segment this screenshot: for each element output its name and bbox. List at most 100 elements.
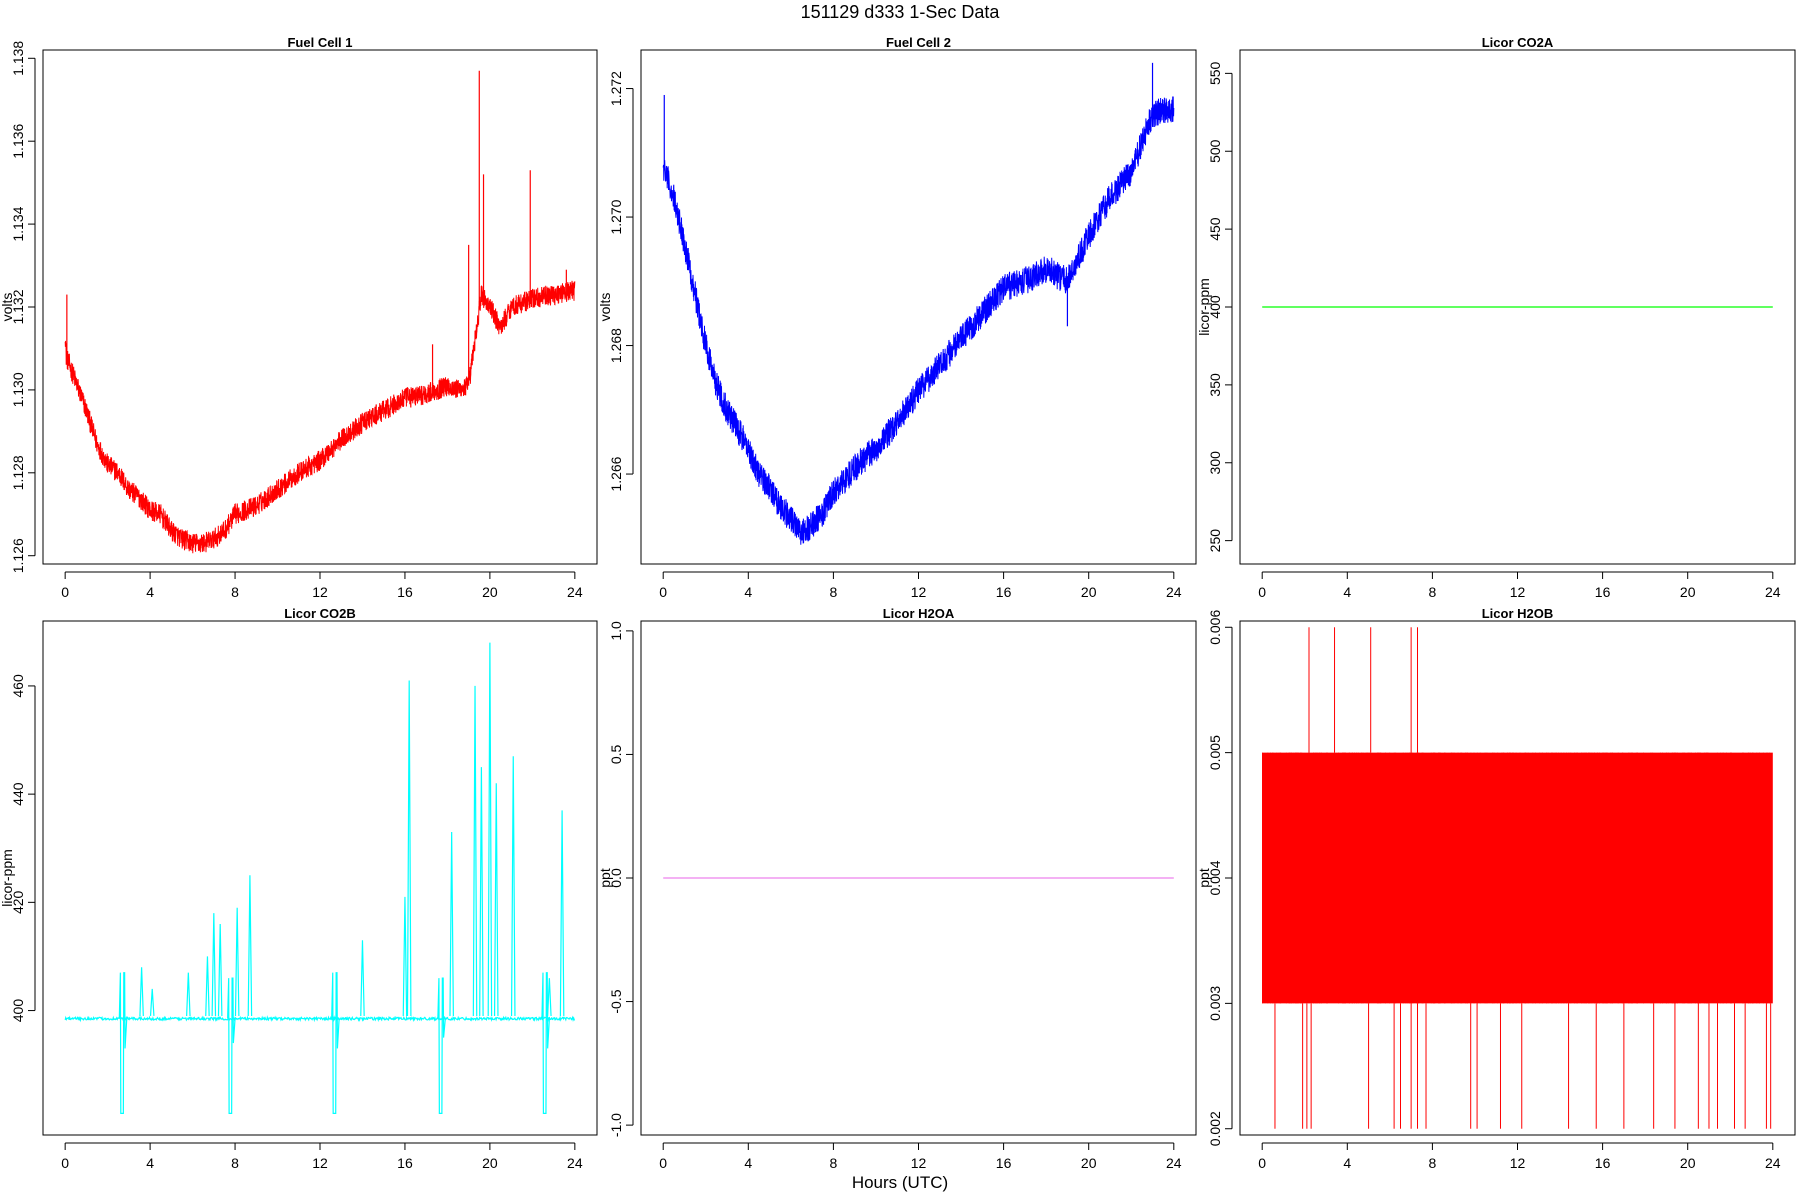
y-tick-label: 440 (10, 782, 26, 806)
x-axis: 0 4 8 12 16 20 24 (1258, 571, 1781, 600)
y-axis-label: volts (597, 293, 613, 322)
x-tick-label: 12 (1510, 584, 1526, 600)
chart-panel: Licor CO2A 0 4 8 12 16 20 24 250 300 350 400 450 500 5… (1196, 35, 1796, 600)
x-tick-label: 16 (1595, 584, 1611, 600)
x-tick-label: 8 (231, 1155, 239, 1171)
chart-panel: Licor CO2B 0 4 8 12 16 20 24 400 420 440 460 licor-p… (0, 606, 598, 1171)
x-tick-label: 0 (1258, 584, 1266, 600)
y-tick-label: 450 (1207, 217, 1223, 241)
y-tick-label: 1.126 (10, 538, 26, 573)
x-tick-label: 16 (996, 584, 1012, 600)
y-tick-label: 420 (10, 890, 26, 914)
x-tick-label: 4 (744, 584, 752, 600)
x-tick-label: 16 (996, 1155, 1012, 1171)
data-series (64, 642, 576, 1114)
data-spike (149, 988, 155, 1017)
x-axis-title: Hours (UTC) (852, 1173, 948, 1192)
data-dip (437, 977, 446, 1114)
x-axis: 0 4 8 12 16 20 24 (1258, 1142, 1781, 1171)
y-tick-label: 250 (1207, 529, 1223, 553)
data-spike (449, 832, 454, 1016)
data-spike (217, 923, 223, 1016)
x-tick-label: 0 (61, 584, 69, 600)
data-spike (510, 756, 516, 1016)
x-tick-label: 16 (397, 1155, 413, 1171)
y-tick-label: 0.004 (1207, 860, 1223, 895)
panel-title: Fuel Cell 2 (886, 35, 951, 50)
x-tick-label: 12 (312, 584, 328, 600)
series-line (1262, 752, 1770, 1004)
x-tick-label: 12 (911, 584, 927, 600)
plot-frame (1239, 620, 1796, 1136)
x-tick-label: 20 (482, 1155, 498, 1171)
y-tick-label: 0.005 (1207, 735, 1223, 770)
data-dip (331, 972, 340, 1114)
panel-title: Fuel Cell 1 (287, 35, 352, 50)
chart-panels: Fuel Cell 10 4 8 12 16 20 241.1261.1281.1301.1… (0, 35, 1796, 1171)
x-tick-label: 24 (1166, 584, 1182, 600)
y-tick-label: 1.128 (10, 455, 26, 490)
chart-panel: Fuel Cell 10 4 8 12 16 20 241.1261.1281.1301.1… (0, 35, 598, 600)
data-spike (205, 956, 210, 1016)
data-series (1262, 627, 1773, 1129)
data-spike (472, 685, 478, 1016)
x-axis: 0 4 8 12 16 20 24 (659, 1142, 1182, 1171)
x-tick-label: 24 (567, 584, 583, 600)
y-tick-label: 1.266 (608, 456, 624, 491)
x-tick-label: 12 (312, 1155, 328, 1171)
x-tick-label: 20 (1680, 584, 1696, 600)
x-tick-label: 12 (911, 1155, 927, 1171)
y-tick-label: 1.134 (10, 206, 26, 241)
y-axis: 1.126 1.128 1.130 1.132 1.134 1.136 1.138 volts (0, 41, 36, 573)
x-axis: 0 4 8 12 16 20 24 (61, 571, 583, 600)
y-axis-label: ppt (597, 868, 613, 888)
y-tick-label: 0.0 (608, 868, 624, 888)
chart-panel: Licor H2OA 0 4 8 12 16 20 24 -1.0 -0.5 0.0 0.5 1.0 pp… (597, 606, 1197, 1171)
chart-panel: Licor H2OB 0 4 8 12 16 20 24 0.002 0.003 0.004 0.00… (1196, 606, 1796, 1171)
y-tick-label: 1.130 (10, 372, 26, 407)
y-tick-label: 300 (1207, 451, 1223, 475)
data-spike (139, 967, 144, 1016)
x-tick-label: 20 (482, 584, 498, 600)
y-tick-label: 0.003 (1207, 986, 1223, 1021)
y-tick-label: 1.136 (10, 123, 26, 158)
x-tick-label: 24 (567, 1155, 583, 1171)
y-axis-label: volts (0, 293, 15, 322)
x-tick-label: 8 (1429, 1155, 1437, 1171)
x-axis: 0 4 8 12 16 20 24 (659, 571, 1182, 600)
y-tick-label: 1.0 (608, 621, 624, 641)
data-spike (547, 978, 552, 1016)
y-axis-label: licor-ppm (1196, 278, 1212, 336)
series-line (64, 280, 576, 554)
data-series (64, 70, 576, 554)
y-tick-label: 350 (1207, 373, 1223, 397)
x-tick-label: 8 (1429, 584, 1437, 600)
data-spike (406, 680, 412, 1016)
y-tick-label: -1.0 (608, 1113, 624, 1137)
plot-frame (640, 620, 1197, 1136)
data-spike (479, 767, 484, 1016)
y-tick-label: 500 (1207, 139, 1223, 163)
x-axis: 0 4 8 12 16 20 24 (61, 1142, 583, 1171)
x-tick-label: 8 (231, 584, 239, 600)
plot-frame (42, 49, 598, 565)
x-tick-label: 4 (744, 1155, 752, 1171)
y-axis-label: ppt (1196, 868, 1212, 888)
x-tick-label: 24 (1765, 1155, 1781, 1171)
data-dip (227, 977, 236, 1114)
x-tick-label: 24 (1765, 584, 1781, 600)
y-axis: 1.266 1.268 1.270 1.272 volts (597, 71, 634, 492)
x-tick-label: 4 (146, 584, 154, 600)
x-tick-label: 16 (1595, 1155, 1611, 1171)
panel-title: Licor CO2A (1482, 35, 1554, 50)
y-tick-label: 1.268 (608, 328, 624, 363)
panel-title: Licor H2OB (1482, 606, 1554, 621)
y-axis: 0.002 0.003 0.004 0.005 0.006 ppt (1196, 610, 1233, 1146)
data-spike (211, 913, 217, 1016)
y-tick-label: 0.002 (1207, 1111, 1223, 1146)
data-dip (118, 972, 128, 1114)
y-tick-label: 1.132 (10, 289, 26, 324)
x-tick-label: 8 (830, 584, 838, 600)
plot-frame (42, 620, 598, 1136)
